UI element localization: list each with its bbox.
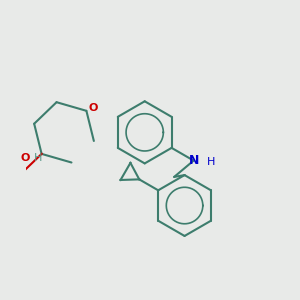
Text: H: H	[207, 157, 215, 167]
Text: O: O	[20, 153, 30, 164]
Text: O: O	[88, 103, 98, 113]
Text: H: H	[34, 153, 42, 163]
Text: N: N	[188, 154, 199, 167]
